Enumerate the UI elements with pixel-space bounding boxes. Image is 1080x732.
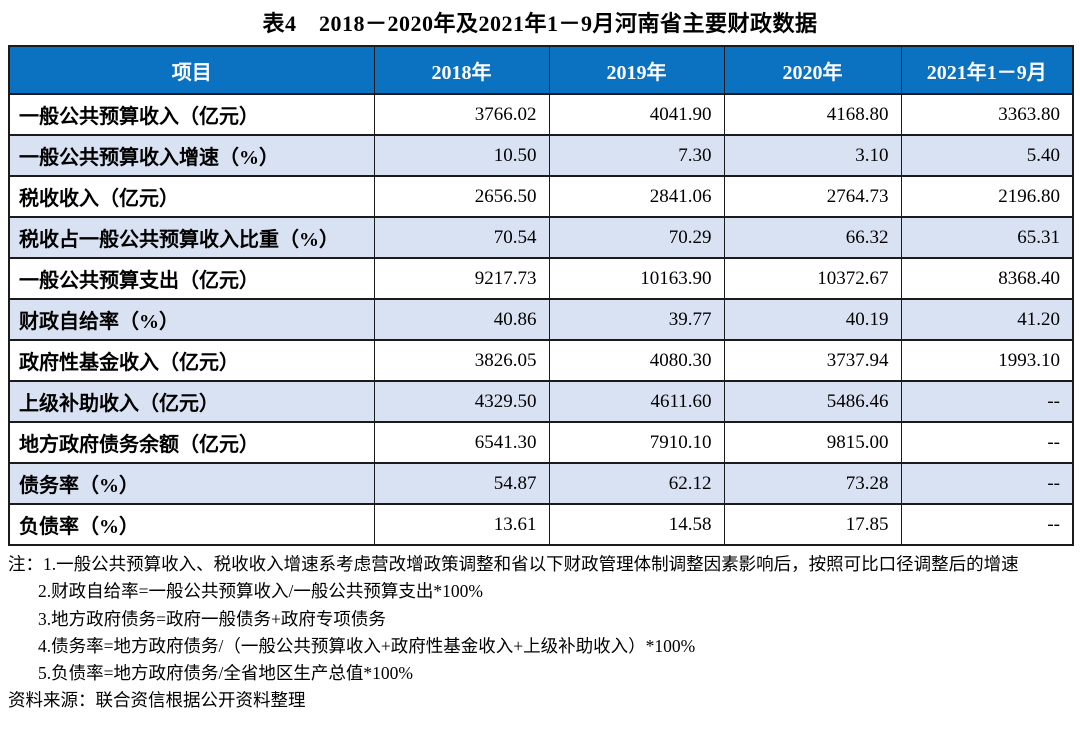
cell-value: 70.29	[548, 216, 725, 259]
note-line: 4.债务率=地方政府债务/（一般公共预算收入+政府性基金收入+上级补助收入）*1…	[38, 635, 696, 656]
note-line: 2.财政自给率=一般公共预算收入/一般公共预算支出*100%	[38, 581, 483, 602]
header-row: 项目 2018年 2019年 2020年 2021年1－9月	[8, 45, 1074, 95]
table-row: 地方政府债务余额（亿元） 6541.30 7910.10 9815.00 --	[8, 421, 1074, 464]
cell-value: 73.28	[723, 462, 902, 505]
table-row: 一般公共预算收入（亿元） 3766.02 4041.90 4168.80 336…	[8, 93, 1074, 136]
cell-value: 62.12	[548, 462, 725, 505]
cell-value: 3766.02	[373, 93, 550, 136]
cell-value: 5.40	[900, 134, 1074, 177]
table-row: 税收占一般公共预算收入比重（%） 70.54 70.29 66.32 65.31	[8, 216, 1074, 259]
cell-value: --	[900, 462, 1074, 505]
cell-value: 6541.30	[373, 421, 550, 464]
row-label: 政府性基金收入（亿元）	[8, 339, 375, 382]
row-label: 上级补助收入（亿元）	[8, 380, 375, 423]
cell-value: 10.50	[373, 134, 550, 177]
cell-value: 3737.94	[723, 339, 902, 382]
cell-value: 3.10	[723, 134, 902, 177]
cell-value: 7.30	[548, 134, 725, 177]
document-page: 表4 2018－2020年及2021年1－9月河南省主要财政数据 项目 2018…	[8, 11, 1074, 714]
table-row: 负债率（%） 13.61 14.58 17.85 --	[8, 503, 1074, 546]
cell-value: --	[900, 380, 1074, 423]
fiscal-data-table: 项目 2018年 2019年 2020年 2021年1－9月 一般公共预算收入（…	[8, 45, 1074, 546]
cell-value: 2196.80	[900, 175, 1074, 218]
cell-value: 2764.73	[723, 175, 902, 218]
row-label: 负债率（%）	[8, 503, 375, 546]
col-header-2021: 2021年1－9月	[900, 45, 1074, 95]
table-row: 债务率（%） 54.87 62.12 73.28 --	[8, 462, 1074, 505]
row-label: 债务率（%）	[8, 462, 375, 505]
cell-value: 4168.80	[723, 93, 902, 136]
row-label: 一般公共预算支出（亿元）	[8, 257, 375, 300]
cell-value: 65.31	[900, 216, 1074, 259]
cell-value: 3363.80	[900, 93, 1074, 136]
table-row: 税收收入（亿元） 2656.50 2841.06 2764.73 2196.80	[8, 175, 1074, 218]
cell-value: --	[900, 503, 1074, 546]
col-header-2019: 2019年	[548, 45, 725, 95]
cell-value: 4611.60	[548, 380, 725, 423]
cell-value: 5486.46	[723, 380, 902, 423]
cell-value: 1993.10	[900, 339, 1074, 382]
cell-value: 4041.90	[548, 93, 725, 136]
note-line: 5.负债率=地方政府债务/全省地区生产总值*100%	[38, 663, 413, 683]
cell-value: 4080.30	[548, 339, 725, 382]
cell-value: 13.61	[373, 503, 550, 546]
table-row: 上级补助收入（亿元） 4329.50 4611.60 5486.46 --	[8, 380, 1074, 423]
cell-value: 10372.67	[723, 257, 902, 300]
row-label: 税收占一般公共预算收入比重（%）	[8, 216, 375, 259]
col-header-2018: 2018年	[373, 45, 550, 95]
cell-value: 39.77	[548, 298, 725, 341]
cell-value: 2841.06	[548, 175, 725, 218]
table-row: 政府性基金收入（亿元） 3826.05 4080.30 3737.94 1993…	[8, 339, 1074, 382]
note-line: 注：1.一般公共预算收入、税收收入增速系考虑营改增政策调整和省以下财政管理体制调…	[8, 554, 1019, 574]
cell-value: 14.58	[548, 503, 725, 546]
cell-value: 40.86	[373, 298, 550, 341]
table-row: 财政自给率（%） 40.86 39.77 40.19 41.20	[8, 298, 1074, 341]
data-source: 资料来源：联合资信根据公开资料整理	[8, 690, 306, 711]
row-label: 财政自给率（%）	[8, 298, 375, 341]
table-notes: 注：1.一般公共预算收入、税收收入增速系考虑营改增政策调整和省以下财政管理体制调…	[8, 551, 1072, 714]
cell-value: 40.19	[723, 298, 902, 341]
table-row: 一般公共预算支出（亿元） 9217.73 10163.90 10372.67 8…	[8, 257, 1074, 300]
cell-value: 3826.05	[373, 339, 550, 382]
col-header-2020: 2020年	[723, 45, 902, 95]
cell-value: 8368.40	[900, 257, 1074, 300]
row-label: 税收收入（亿元）	[8, 175, 375, 218]
cell-value: 70.54	[373, 216, 550, 259]
cell-value: 7910.10	[548, 421, 725, 464]
cell-value: 9815.00	[723, 421, 902, 464]
row-label: 一般公共预算收入（亿元）	[8, 93, 375, 136]
col-header-item: 项目	[8, 45, 375, 95]
cell-value: 2656.50	[373, 175, 550, 218]
cell-value: 66.32	[723, 216, 902, 259]
page-title: 表4 2018－2020年及2021年1－9月河南省主要财政数据	[262, 11, 818, 36]
cell-value: 9217.73	[373, 257, 550, 300]
cell-value: 4329.50	[373, 380, 550, 423]
note-line: 3.地方政府债务=政府一般债务+政府专项债务	[38, 608, 386, 629]
row-label: 一般公共预算收入增速（%）	[8, 134, 375, 177]
cell-value: 10163.90	[548, 257, 725, 300]
cell-value: 17.85	[723, 503, 902, 546]
cell-value: 41.20	[900, 298, 1074, 341]
cell-value: --	[900, 421, 1074, 464]
table-row: 一般公共预算收入增速（%） 10.50 7.30 3.10 5.40	[8, 134, 1074, 177]
row-label: 地方政府债务余额（亿元）	[8, 421, 375, 464]
cell-value: 54.87	[373, 462, 550, 505]
